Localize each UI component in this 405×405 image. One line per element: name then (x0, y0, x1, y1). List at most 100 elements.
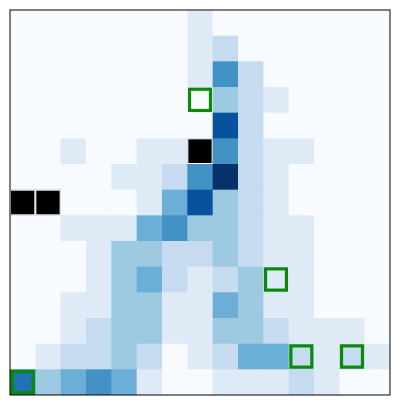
grid-cell[interactable] (61, 215, 87, 241)
grid-cell[interactable] (61, 61, 87, 87)
grid-cell[interactable] (162, 267, 188, 293)
grid-cell[interactable] (137, 164, 163, 190)
grid-cell[interactable] (365, 164, 391, 190)
grid-cell[interactable] (289, 10, 315, 36)
grid-cell[interactable] (314, 10, 340, 36)
grid-cell[interactable] (162, 318, 188, 344)
grid-cell[interactable] (314, 292, 340, 318)
grid-cell[interactable] (86, 344, 112, 370)
grid-cell[interactable] (86, 369, 112, 395)
grid-cell[interactable] (238, 292, 264, 318)
grid-cell[interactable] (111, 215, 137, 241)
grid-cell[interactable] (111, 369, 137, 395)
grid-cell[interactable] (314, 87, 340, 113)
grid-cell[interactable] (289, 36, 315, 62)
grid-cell[interactable] (162, 87, 188, 113)
grid-cell[interactable] (238, 318, 264, 344)
grid-cell[interactable] (238, 190, 264, 216)
blocked-cell[interactable] (10, 190, 36, 216)
grid-cell[interactable] (314, 138, 340, 164)
grid-cell[interactable] (162, 369, 188, 395)
grid-cell[interactable] (10, 318, 36, 344)
grid-cell[interactable] (10, 241, 36, 267)
grid-cell[interactable] (187, 318, 213, 344)
grid-cell[interactable] (213, 318, 239, 344)
grid-cell[interactable] (86, 138, 112, 164)
grid-cell[interactable] (162, 61, 188, 87)
grid-cell[interactable] (339, 36, 365, 62)
grid-cell[interactable] (314, 164, 340, 190)
grid-cell[interactable] (263, 215, 289, 241)
grid-cell[interactable] (263, 36, 289, 62)
grid-cell[interactable] (111, 36, 137, 62)
grid-cell[interactable] (289, 369, 315, 395)
grid-cell[interactable] (289, 215, 315, 241)
grid-cell[interactable] (339, 87, 365, 113)
grid-cell[interactable] (61, 190, 87, 216)
grid-cell[interactable] (187, 10, 213, 36)
grid-cell[interactable] (61, 113, 87, 139)
grid-cell[interactable] (289, 87, 315, 113)
grid-cell[interactable] (339, 267, 365, 293)
grid-cell[interactable] (137, 267, 163, 293)
grid-cell[interactable] (213, 164, 239, 190)
grid-cell[interactable] (263, 190, 289, 216)
grid-cell[interactable] (238, 138, 264, 164)
grid-cell[interactable] (263, 241, 289, 267)
grid-cell[interactable] (35, 241, 61, 267)
grid-cell[interactable] (162, 138, 188, 164)
grid-cell[interactable] (111, 61, 137, 87)
grid-cell[interactable] (263, 10, 289, 36)
grid-cell[interactable] (137, 36, 163, 62)
grid-cell[interactable] (213, 241, 239, 267)
grid-cell[interactable] (187, 36, 213, 62)
grid-cell[interactable] (365, 36, 391, 62)
grid-cell[interactable] (365, 113, 391, 139)
grid-cell[interactable] (263, 87, 289, 113)
grid-cell[interactable] (35, 344, 61, 370)
grid-cell[interactable] (111, 138, 137, 164)
grid-cell[interactable] (137, 113, 163, 139)
grid-cell[interactable] (10, 36, 36, 62)
grid-cell[interactable] (289, 61, 315, 87)
grid-cell[interactable] (213, 61, 239, 87)
grid-cell[interactable] (187, 113, 213, 139)
grid-cell[interactable] (314, 241, 340, 267)
grid-cell[interactable] (213, 267, 239, 293)
grid-cell[interactable] (238, 164, 264, 190)
grid-cell[interactable] (365, 10, 391, 36)
grid-cell[interactable] (10, 292, 36, 318)
grid-cell[interactable] (289, 113, 315, 139)
grid-cell[interactable] (339, 164, 365, 190)
grid-cell[interactable] (238, 113, 264, 139)
grid-cell[interactable] (86, 36, 112, 62)
grid-cell[interactable] (314, 113, 340, 139)
grid-cell[interactable] (187, 241, 213, 267)
grid-cell[interactable] (187, 369, 213, 395)
grid-cell[interactable] (35, 138, 61, 164)
grid-cell[interactable] (137, 87, 163, 113)
grid-cell[interactable] (86, 318, 112, 344)
grid-cell[interactable] (365, 241, 391, 267)
grid-cell[interactable] (35, 215, 61, 241)
grid-cell[interactable] (86, 164, 112, 190)
grid-cell[interactable] (162, 113, 188, 139)
grid-cell[interactable] (137, 190, 163, 216)
grid-cell[interactable] (263, 344, 289, 370)
grid-cell[interactable] (35, 113, 61, 139)
grid-cell[interactable] (314, 36, 340, 62)
grid-cell[interactable] (238, 344, 264, 370)
grid-cell[interactable] (238, 267, 264, 293)
grid-cell[interactable] (238, 36, 264, 62)
grid-cell[interactable] (61, 369, 87, 395)
grid-cell[interactable] (289, 318, 315, 344)
grid-cell[interactable] (10, 138, 36, 164)
grid-cell[interactable] (137, 318, 163, 344)
grid-cell[interactable] (61, 318, 87, 344)
grid-cell[interactable] (10, 61, 36, 87)
grid-cell[interactable] (10, 215, 36, 241)
grid-cell[interactable] (86, 87, 112, 113)
grid-cell[interactable] (162, 164, 188, 190)
grid-cell[interactable] (86, 267, 112, 293)
grid-cell[interactable] (10, 113, 36, 139)
